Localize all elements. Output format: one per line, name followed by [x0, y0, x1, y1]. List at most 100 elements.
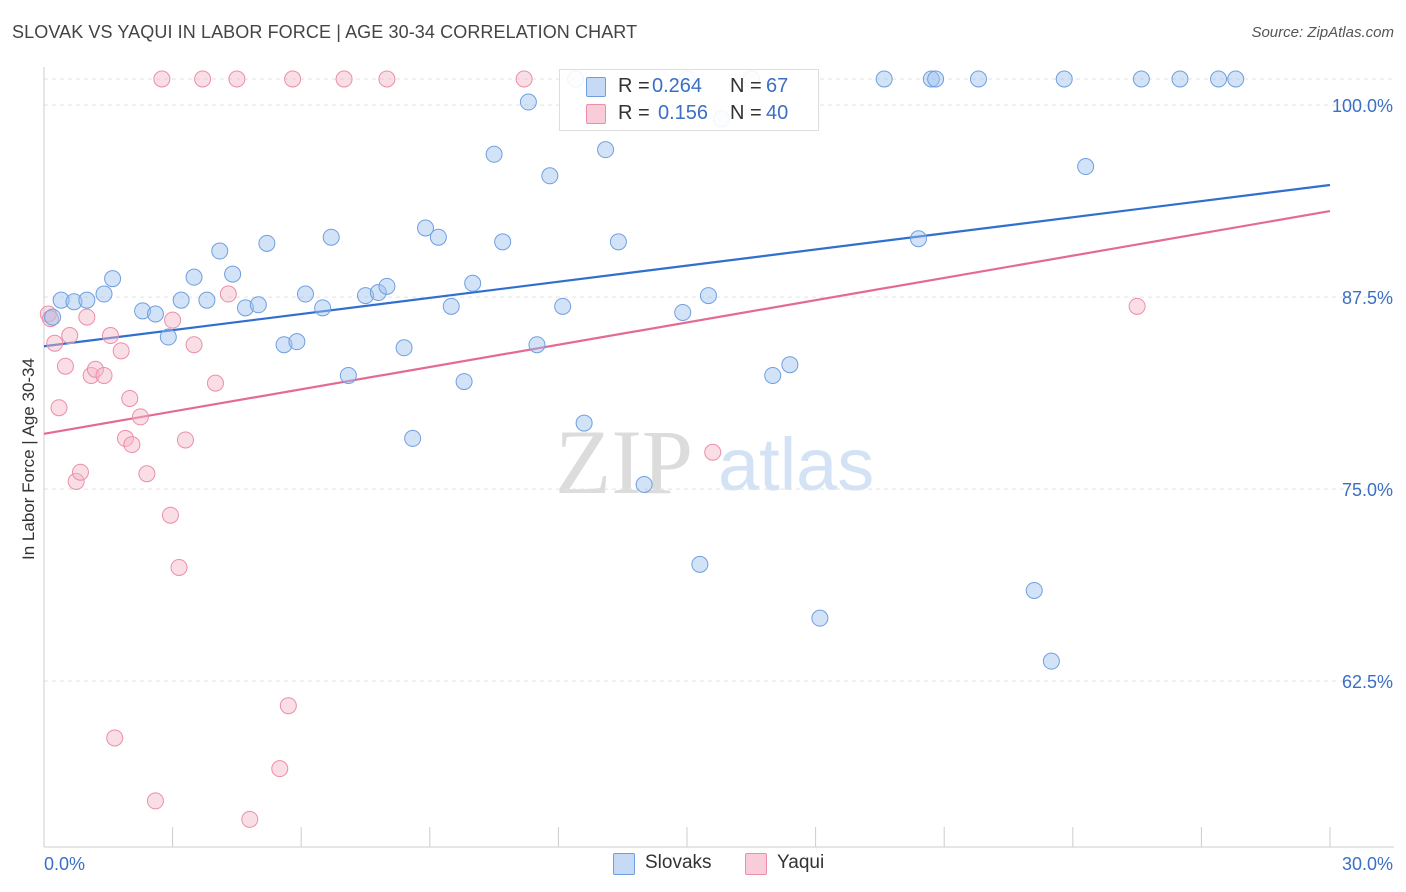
point-slovaks	[597, 141, 615, 159]
point-slovaks	[764, 366, 782, 384]
legend-n-value-slovaks: 67	[766, 75, 789, 97]
point-slovaks	[258, 234, 276, 252]
point-slovaks	[811, 609, 829, 627]
point-yaqui	[82, 366, 100, 384]
point-yaqui	[271, 760, 289, 778]
point-yaqui	[101, 327, 119, 345]
point-slovaks	[288, 333, 306, 351]
point-yaqui	[46, 334, 64, 352]
legend-swatch-yaqui	[586, 104, 606, 124]
point-yaqui	[71, 463, 89, 481]
trend-line-slovaks	[43, 183, 1331, 348]
point-slovaks	[1210, 70, 1228, 88]
point-slovaks	[969, 70, 987, 88]
point-slovaks	[875, 70, 893, 88]
point-slovaks	[1171, 70, 1189, 88]
point-yaqui	[335, 70, 353, 88]
point-slovaks	[296, 285, 314, 303]
legend-n-value-yaqui: 40	[766, 102, 789, 124]
point-yaqui	[131, 408, 149, 426]
point-slovaks	[44, 308, 62, 326]
point-slovaks	[369, 284, 387, 302]
legend-r-label: R =	[618, 75, 650, 97]
point-yaqui	[50, 399, 68, 417]
legend-r-value-slovaks: 0.264	[652, 75, 703, 97]
point-slovaks	[485, 145, 503, 163]
legend-swatch-slovaks	[586, 77, 606, 97]
point-slovaks	[95, 285, 113, 303]
legend-label-slovaks: Slovaks	[645, 852, 712, 873]
x-tick-label-max: 30.0%	[1342, 854, 1393, 874]
point-yaqui	[161, 506, 179, 524]
point-yaqui	[67, 472, 85, 490]
point-slovaks	[404, 429, 422, 447]
point-yaqui	[112, 342, 130, 360]
point-slovaks	[691, 555, 709, 573]
point-slovaks	[909, 230, 927, 248]
point-slovaks	[185, 268, 203, 286]
source-label: Source: ZipAtlas.com	[1251, 24, 1394, 41]
grid-lines	[44, 78, 1394, 682]
point-yaqui	[123, 436, 141, 454]
point-slovaks	[674, 303, 692, 321]
point-slovaks	[395, 339, 413, 357]
point-slovaks	[541, 167, 559, 185]
point-slovaks	[134, 302, 152, 320]
point-slovaks	[172, 291, 190, 309]
point-slovaks	[519, 93, 537, 111]
legend-r-value-yaqui: 0.156	[658, 102, 709, 124]
zipatlas-watermark: ZIP atlas	[555, 411, 874, 513]
point-slovaks	[464, 274, 482, 292]
point-slovaks	[1055, 70, 1073, 88]
point-slovaks	[1132, 70, 1150, 88]
point-slovaks	[417, 219, 435, 237]
y-tick-labels: 100.0% 87.5% 75.0% 62.5%	[1332, 96, 1393, 692]
legend-label-yaqui: Yaqui	[777, 852, 825, 873]
point-slovaks	[224, 265, 242, 283]
point-yaqui	[153, 70, 171, 88]
y-tick-label: 62.5%	[1342, 672, 1393, 692]
point-yaqui	[279, 697, 297, 715]
y-tick-label: 87.5%	[1342, 288, 1393, 308]
point-slovaks	[554, 297, 572, 315]
point-yaqui	[146, 792, 164, 810]
point-yaqui	[86, 360, 104, 378]
point-slovaks	[781, 356, 799, 374]
point-slovaks	[455, 373, 473, 391]
y-axis-label: In Labor Force | Age 30-34	[19, 358, 38, 560]
point-slovaks	[249, 296, 267, 314]
point-yaqui	[106, 729, 124, 747]
point-slovaks	[357, 287, 374, 305]
trend-lines	[43, 183, 1331, 435]
point-slovaks	[1025, 581, 1043, 599]
point-yaqui	[704, 443, 722, 461]
legend-swatch-yaqui	[745, 853, 767, 875]
point-yaqui	[170, 558, 188, 576]
legend-n-label: N =	[730, 75, 762, 97]
y-tick-label: 75.0%	[1342, 480, 1393, 500]
point-yaqui	[61, 327, 79, 345]
point-yaqui	[241, 810, 259, 828]
point-slovaks	[78, 291, 96, 309]
legend-swatch-slovaks	[613, 853, 635, 875]
point-slovaks	[494, 233, 512, 251]
point-yaqui	[176, 431, 194, 449]
watermark-atlas: atlas	[718, 423, 874, 506]
point-yaqui	[138, 465, 156, 483]
point-slovaks	[699, 287, 717, 305]
point-yaqui	[95, 366, 113, 384]
point-slovaks	[378, 277, 396, 295]
point-yaqui	[116, 429, 134, 447]
point-yaqui	[1128, 297, 1146, 315]
axes	[43, 67, 1394, 848]
point-slovaks	[198, 291, 216, 309]
point-yaqui	[185, 336, 203, 354]
point-slovaks	[635, 476, 653, 494]
point-yaqui	[515, 70, 533, 88]
point-slovaks	[104, 270, 122, 288]
data-points	[39, 70, 1245, 828]
point-yaqui	[78, 308, 96, 326]
trend-line-yaqui	[43, 210, 1331, 435]
point-slovaks	[275, 336, 293, 354]
